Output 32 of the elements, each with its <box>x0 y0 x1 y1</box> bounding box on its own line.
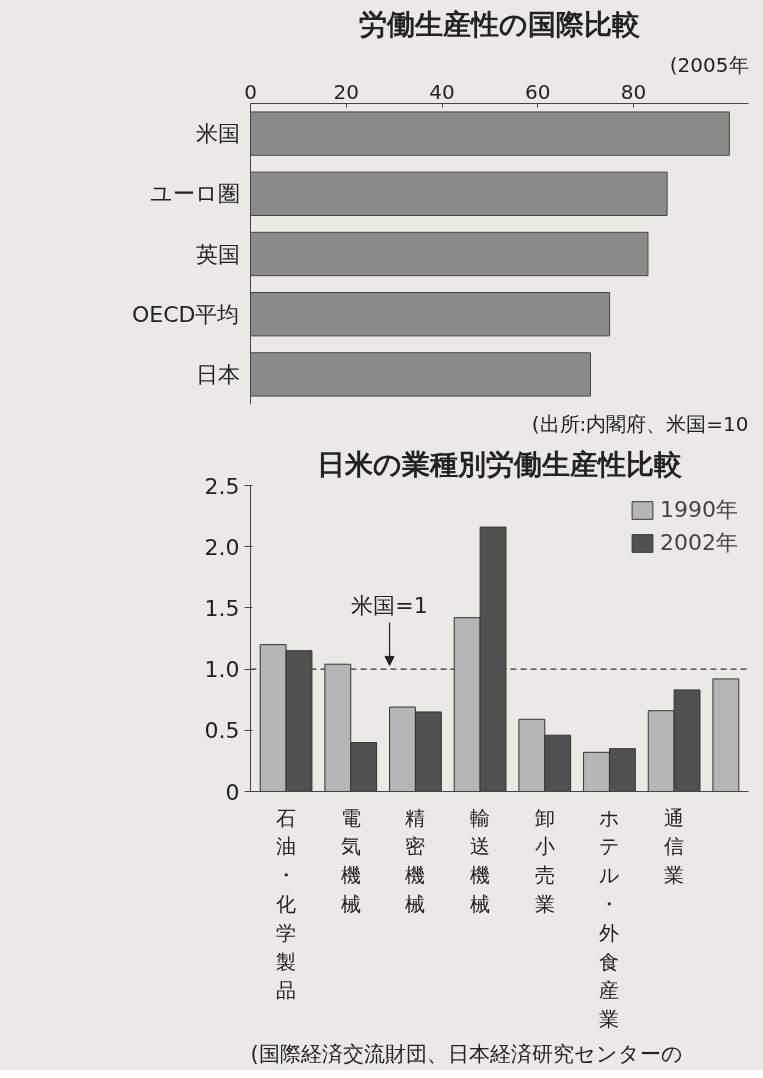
y-tick-label: 英国 <box>195 241 240 267</box>
x-tick-label: 80 <box>620 79 647 104</box>
x-tick-label: 通信業 <box>664 805 685 888</box>
y-tick-label: 1.0 <box>204 657 240 683</box>
legend-label: 1990年 <box>660 496 738 524</box>
legend-label: 2002年 <box>660 529 738 557</box>
y-tick-label: ユーロ圏 <box>149 181 240 207</box>
x-tick-label: 輸送機械 <box>470 805 491 916</box>
x-tick-label: 精密機械 <box>405 805 426 916</box>
chart-title: 労働生産性の国際比較 <box>359 7 641 41</box>
y-tick-label: 1.5 <box>204 595 240 621</box>
x-tick-label: ホテル・外食産業 <box>599 805 620 1032</box>
x-tick-label: 0 <box>244 79 257 104</box>
y-tick-label: 米国 <box>195 121 240 147</box>
y-tick-label: 2.5 <box>204 473 240 499</box>
chart-subtitle: (2005年 <box>669 52 749 77</box>
x-tick-label: 20 <box>333 79 359 104</box>
text: (国際経済交流財団、日本経済研究センターの <box>250 1041 683 1066</box>
x-tick-label: 石油・化学製品 <box>276 805 297 1003</box>
y-tick-label: 2.0 <box>204 534 240 560</box>
x-tick-label: 電気機械 <box>340 805 361 916</box>
ref-line-label: 米国=1 <box>351 592 428 618</box>
y-tick-label: 0.5 <box>204 718 240 744</box>
x-tick-label: 卸小売業 <box>534 805 555 916</box>
text: (出所:内閣府、米国=10 <box>531 411 749 436</box>
y-tick-label: OECD平均 <box>131 301 240 327</box>
y-tick-label: 0 <box>225 779 240 805</box>
bar <box>712 678 740 792</box>
x-tick-label: 40 <box>429 79 455 104</box>
chart-title: 日米の業種別労働生産性比較 <box>317 447 683 481</box>
y-tick-label: 日本 <box>195 361 240 387</box>
x-tick-label: 60 <box>525 79 551 104</box>
